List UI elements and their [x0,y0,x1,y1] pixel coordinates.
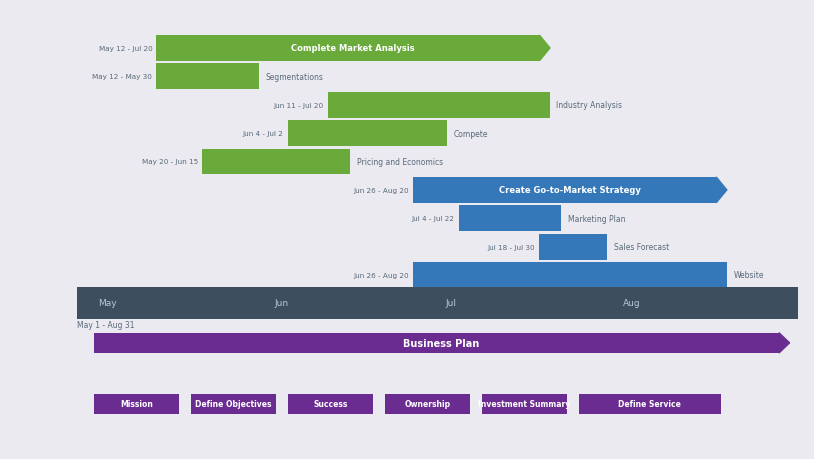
FancyBboxPatch shape [77,287,798,319]
Text: Website: Website [733,271,764,280]
FancyBboxPatch shape [539,234,607,260]
Text: Define Objectives: Define Objectives [195,399,272,409]
Text: Ownership: Ownership [405,399,450,409]
FancyBboxPatch shape [94,333,779,353]
FancyBboxPatch shape [413,263,727,288]
Text: Create Go-to-Market Strategy: Create Go-to-Market Strategy [499,186,641,195]
Text: Jun: Jun [274,298,289,308]
FancyBboxPatch shape [156,36,540,62]
Text: Marketing Plan: Marketing Plan [568,214,625,223]
Text: Jul 18 - Jul 30: Jul 18 - Jul 30 [487,244,535,250]
Text: Jun 4 - Jul 2: Jun 4 - Jul 2 [243,131,283,137]
Text: May 1 - Aug 31: May 1 - Aug 31 [77,320,135,329]
Text: Industry Analysis: Industry Analysis [557,101,623,110]
FancyBboxPatch shape [287,394,373,414]
FancyBboxPatch shape [190,394,276,414]
Text: Compete: Compete [454,129,488,138]
FancyBboxPatch shape [384,394,470,414]
Polygon shape [540,36,550,62]
Text: May 20 - Jun 15: May 20 - Jun 15 [142,159,198,165]
Text: Complete Market Analysis: Complete Market Analysis [291,45,415,53]
Text: Segmentations: Segmentations [265,73,323,82]
Text: May 12 - Jul 20: May 12 - Jul 20 [98,46,152,52]
Text: Jul: Jul [446,298,457,308]
Text: Jun 26 - Aug 20: Jun 26 - Aug 20 [353,187,409,193]
Text: Mission: Mission [120,399,153,409]
Text: Business Plan: Business Plan [404,338,479,348]
FancyBboxPatch shape [287,121,448,147]
Text: Jul 4 - Jul 22: Jul 4 - Jul 22 [412,216,455,222]
Text: Jun 26 - Aug 20: Jun 26 - Aug 20 [353,272,409,279]
Polygon shape [716,178,727,203]
Polygon shape [779,333,790,353]
Text: Investment Summary: Investment Summary [478,399,571,409]
FancyBboxPatch shape [413,178,716,203]
Text: May: May [98,298,116,308]
FancyBboxPatch shape [459,206,562,232]
FancyBboxPatch shape [202,149,350,175]
FancyBboxPatch shape [482,394,567,414]
FancyBboxPatch shape [156,64,259,90]
FancyBboxPatch shape [579,394,721,414]
Text: May 12 - May 30: May 12 - May 30 [93,74,152,80]
Text: Aug: Aug [623,298,640,308]
Text: Jun 11 - Jul 20: Jun 11 - Jul 20 [274,102,323,108]
Text: Define Service: Define Service [619,399,681,409]
Text: Pricing and Economics: Pricing and Economics [357,157,443,167]
FancyBboxPatch shape [327,93,550,118]
FancyBboxPatch shape [94,394,179,414]
Text: Sales Forecast: Sales Forecast [614,243,669,252]
Text: Success: Success [313,399,348,409]
